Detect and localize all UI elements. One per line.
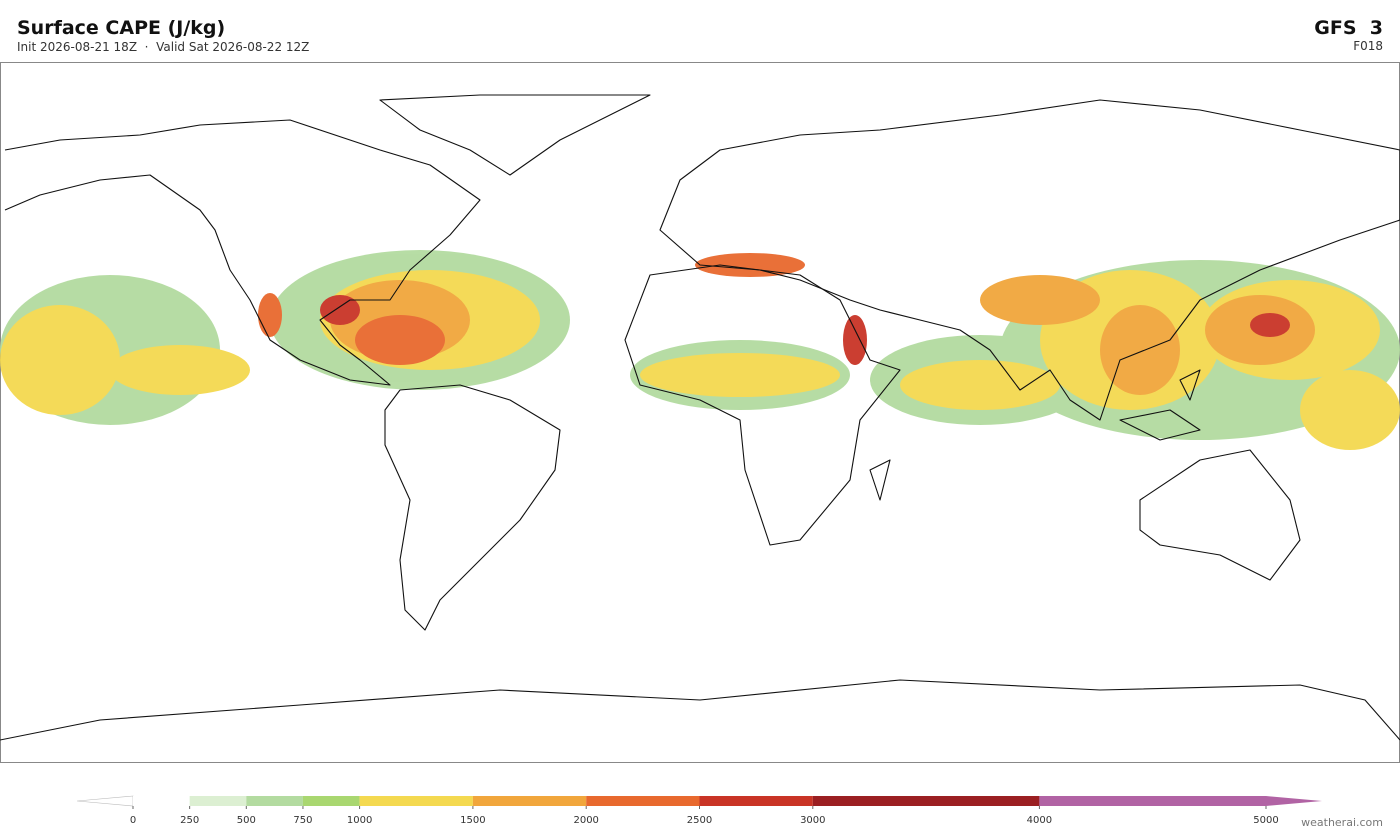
colorbar-bin [133, 796, 190, 806]
colorbar-tick-label: 2500 [687, 815, 712, 826]
colorbar-extend-max [1266, 796, 1322, 806]
colorbar-bin [699, 796, 813, 806]
colorbar-bin [302, 796, 360, 806]
colorbar-bin [359, 796, 473, 806]
colorbar-bin [189, 796, 247, 806]
colorbar-tick-label: 4000 [1027, 815, 1052, 826]
colorbar-extend-min [76, 795, 134, 807]
watermark: weatherai.com [1301, 816, 1383, 829]
colorbar-bin [1039, 796, 1266, 806]
title: Surface CAPE (J/kg) [17, 17, 225, 39]
colorbar-tick-label: 0 [130, 815, 136, 826]
forecast-step: F018 [1353, 39, 1383, 53]
subtitle: Init 2026-08-21 18Z · Valid Sat 2026-08-… [17, 40, 309, 54]
colorbar-tick-label: 1500 [460, 815, 485, 826]
colorbar-bin [812, 796, 1040, 806]
colorbar: 0 250 500 750 1000 1500 2000 2500 3000 4000 5000 [76, 795, 1322, 826]
map [0, 62, 1400, 763]
colorbar-bin [246, 796, 303, 806]
colorbar-bin [472, 796, 587, 806]
colorbar-tick-label: 3000 [800, 815, 825, 826]
colorbar-tick-label: 5000 [1253, 815, 1278, 826]
model: GFS 3 [1314, 17, 1383, 39]
colorbar-tick-label: 2000 [573, 815, 598, 826]
colorbar-tick-label: 500 [237, 815, 256, 826]
colorbar-tick-label: 250 [180, 815, 199, 826]
colorbar-tick-label: 1000 [347, 815, 372, 826]
colorbar-tick-label: 750 [293, 815, 312, 826]
cape-field [0, 250, 1400, 450]
coastlines [0, 94, 1400, 741]
colorbar-bin [586, 796, 700, 806]
